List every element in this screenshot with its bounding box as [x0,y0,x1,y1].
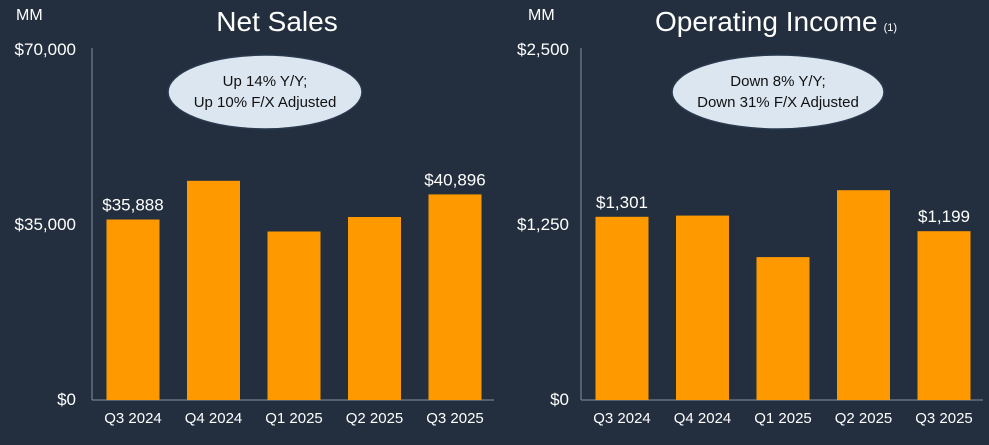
net-sales-title: Net Sales [216,6,337,37]
operating-income-ytick-top: $2,500 [517,40,569,59]
net-sales-ytick-mid: $35,000 [15,215,76,234]
operating-income-unit-label: MM [528,7,555,24]
net-sales-data-label: $35,888 [102,196,163,215]
operating-income-category-label: Q4 2024 [674,410,732,427]
operating-income-category-label: Q1 2025 [754,410,812,427]
operating-income-category-label: Q3 2024 [593,410,651,427]
net-sales-chart: MM Net Sales $70,000 $35,000 $0 Q3 2024 $… [15,6,494,427]
net-sales-category-label: Q1 2025 [265,410,323,427]
net-sales-category-label: Q3 2024 [104,410,162,427]
net-sales-bar [428,194,482,400]
operating-income-category-label: Q2 2025 [835,410,893,427]
net-sales-bar [106,219,160,400]
operating-income-ytick-mid: $1,250 [517,215,569,234]
net-sales-category-label: Q4 2024 [185,410,243,427]
operating-income-bar [595,216,649,400]
operating-income-title: Operating Income (1) [655,6,897,37]
operating-income-chart: MM Operating Income (1) $2,500 $1,250 $0 … [517,6,983,427]
net-sales-bars [106,180,482,400]
net-sales-category-label: Q2 2025 [346,410,404,427]
operating-income-bars [595,190,971,400]
operating-income-bar [756,257,810,400]
operating-income-ytick-bottom: $0 [550,390,569,409]
net-sales-unit-label: MM [16,7,43,24]
net-sales-data-label: $40,896 [424,170,485,189]
operating-income-category-label: Q3 2025 [915,410,973,427]
net-sales-bar [187,180,240,400]
net-sales-callout-line-1: Up 14% Y/Y; [223,73,308,90]
operating-income-callout-bubble [671,54,885,130]
net-sales-callout: Up 14% Y/Y; Up 10% F/X Adjusted [167,54,363,130]
net-sales-data-labels: Q3 2024 $35,888 Q4 2024 Q1 2025 Q2 2025 Q3 20… [102,170,485,427]
operating-income-bar [917,231,971,400]
net-sales-ytick-bottom: $0 [57,390,76,409]
net-sales-bar [348,217,401,400]
operating-income-callout-line-2: Down 31% F/X Adjusted [697,94,859,111]
net-sales-callout-bubble [167,54,363,130]
operating-income-callout-line-1: Down 8% Y/Y; [730,73,825,90]
operating-income-title-text: Operating Income [655,6,878,37]
net-sales-ytick-top: $70,000 [15,40,76,59]
net-sales-callout-line-2: Up 10% F/X Adjusted [194,94,337,111]
operating-income-callout: Down 8% Y/Y; Down 31% F/X Adjusted [671,54,885,130]
operating-income-title-footnote: (1) [884,22,897,34]
net-sales-category-label: Q3 2025 [426,410,484,427]
operating-income-data-label: $1,301 [596,193,648,212]
operating-income-bar [676,215,729,400]
operating-income-data-labels: Q3 2024 $1,301 Q4 2024 Q1 2025 Q2 2025 Q3 202… [593,193,973,427]
net-sales-bar [267,231,321,400]
operating-income-bar [837,190,890,400]
operating-income-data-label: $1,199 [918,207,970,226]
